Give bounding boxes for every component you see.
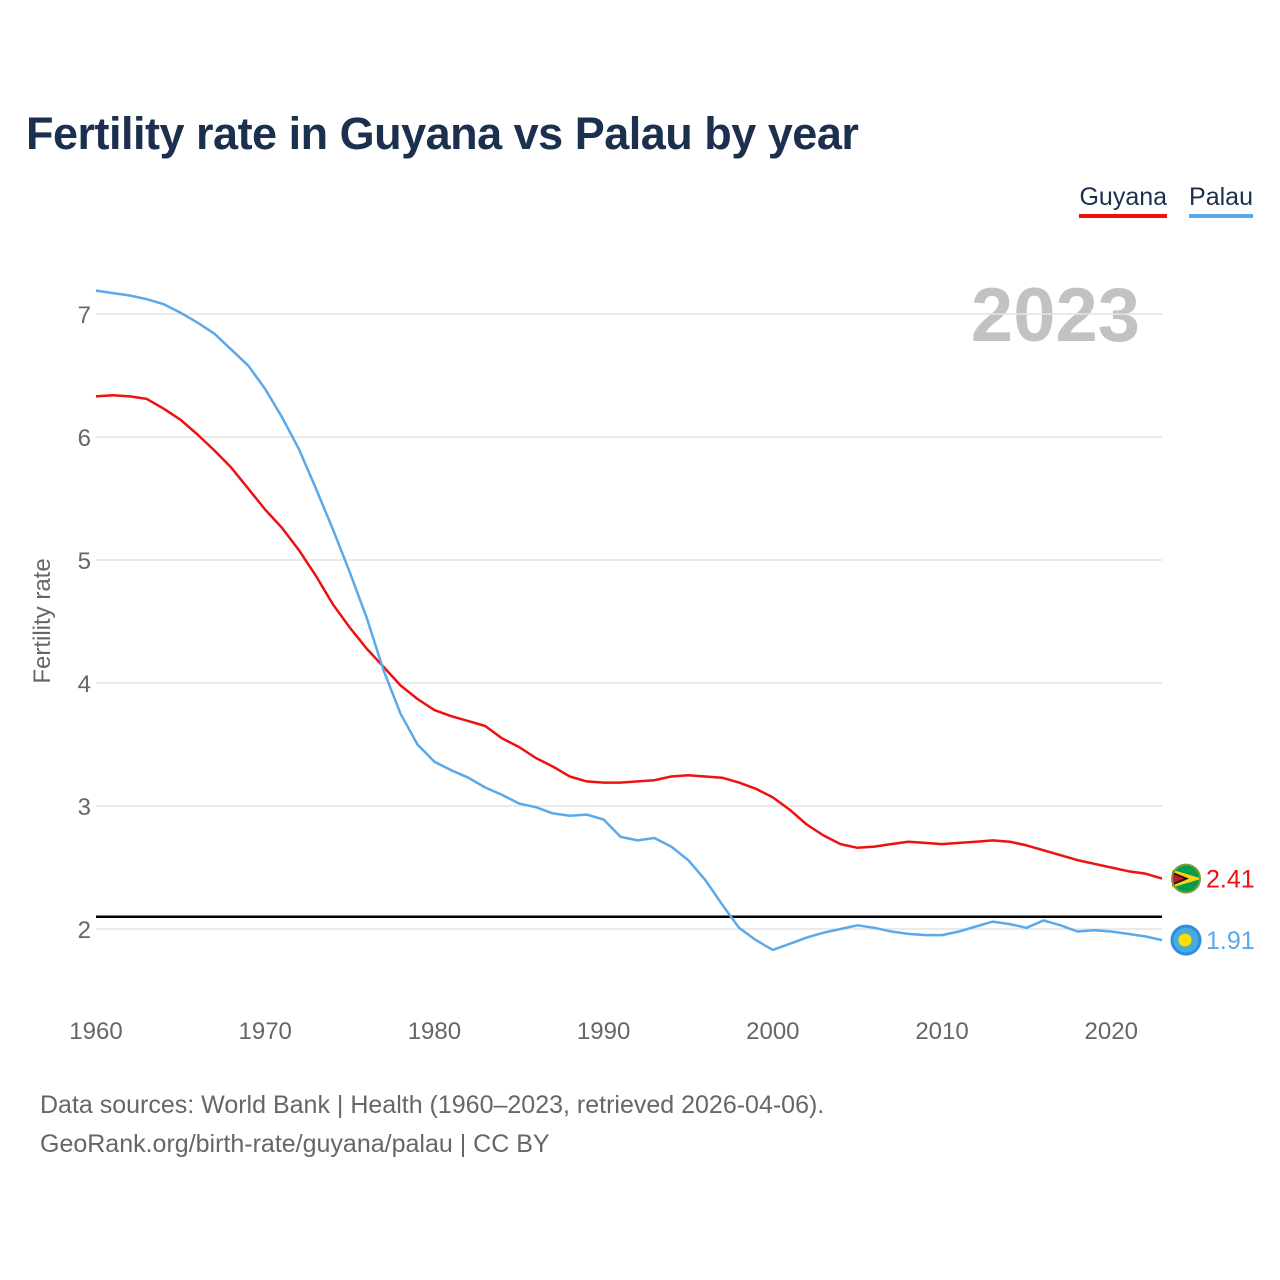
x-tick-label: 2000 bbox=[746, 1018, 799, 1045]
x-tick-label: 1970 bbox=[239, 1018, 292, 1045]
series-line-guyana[interactable] bbox=[95, 393, 1163, 880]
gridlines bbox=[96, 313, 1162, 930]
x-tick-label: 1960 bbox=[69, 1018, 122, 1045]
legend-item-palau[interactable]: Palau bbox=[1189, 183, 1253, 218]
year-watermark: 2023 bbox=[971, 273, 1140, 358]
legend: Guyana Palau bbox=[1079, 183, 1253, 218]
y-axis-ticks: 2 3 4 5 6 7 bbox=[78, 302, 91, 944]
palau-flag-icon bbox=[1170, 924, 1202, 956]
y-tick-label: 7 bbox=[78, 302, 91, 329]
sources-line: Data sources: World Bank | Health (1960–… bbox=[40, 1091, 825, 1119]
y-tick-label: 5 bbox=[78, 548, 91, 575]
x-tick-label: 2010 bbox=[915, 1018, 968, 1045]
guyana-end-value: 2.41 bbox=[1206, 866, 1255, 894]
palau-end-value: 1.91 bbox=[1206, 927, 1255, 955]
series-line-palau[interactable] bbox=[95, 289, 1163, 952]
series-lines bbox=[95, 289, 1163, 952]
attribution-line[interactable]: GeoRank.org/birth-rate/guyana/palau | CC… bbox=[40, 1130, 550, 1158]
y-tick-label: 2 bbox=[78, 917, 91, 944]
y-tick-label: 4 bbox=[78, 671, 91, 698]
series-end-markers: 2.41 1.91 bbox=[1170, 863, 1255, 956]
y-tick-label: 6 bbox=[78, 425, 91, 452]
data-sources: Data sources: World Bank | Health (1960–… bbox=[40, 1086, 824, 1164]
legend-item-guyana[interactable]: Guyana bbox=[1079, 183, 1168, 218]
chart-title: Fertility rate in Guyana vs Palau by yea… bbox=[26, 108, 859, 159]
x-tick-label: 2020 bbox=[1085, 1018, 1138, 1045]
x-tick-label: 1980 bbox=[408, 1018, 461, 1045]
guyana-flag-icon bbox=[1171, 863, 1202, 894]
y-axis-label: Fertility rate bbox=[29, 558, 56, 683]
y-tick-label: 3 bbox=[78, 794, 91, 821]
x-axis-ticks: 1960 1970 1980 1990 2000 2010 2020 bbox=[69, 1018, 1138, 1045]
x-tick-label: 1990 bbox=[577, 1018, 630, 1045]
